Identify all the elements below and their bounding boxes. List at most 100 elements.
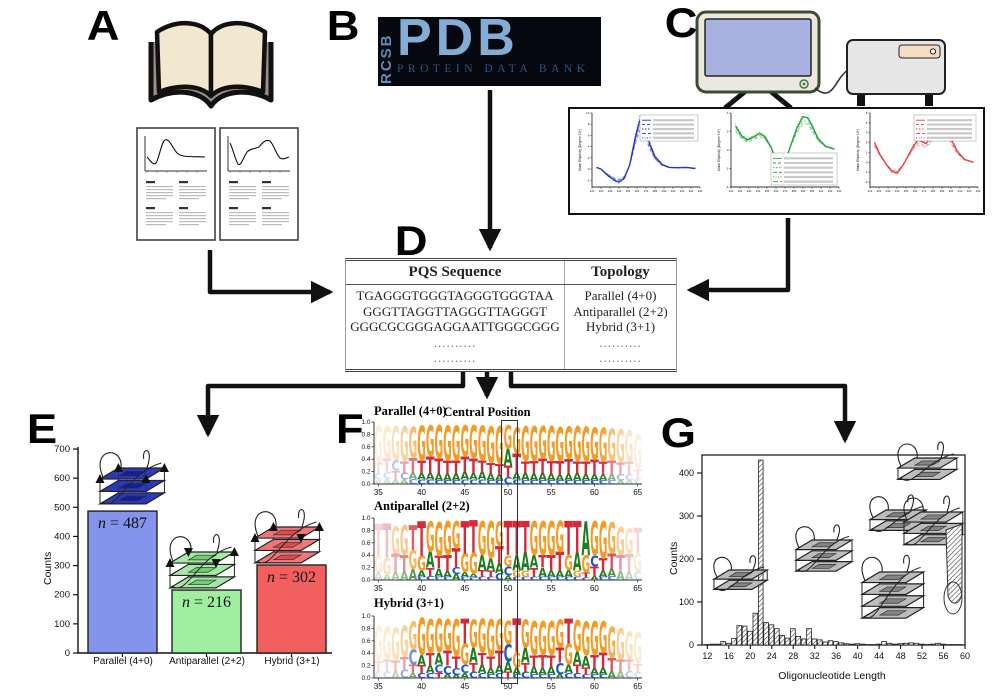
svg-text:C: C <box>426 575 435 581</box>
svg-text:A: A <box>556 673 566 679</box>
quadruplex-schematic <box>165 534 239 589</box>
svg-text:A: A <box>435 473 444 483</box>
svg-text:210: 210 <box>729 189 734 193</box>
svg-text:G: G <box>409 545 418 575</box>
svg-text:T: T <box>512 610 521 664</box>
svg-text:C: C <box>486 479 495 485</box>
svg-text:220: 220 <box>877 189 882 193</box>
oligo-length-histogram: 0 100 200 300 400 12 16 20 24 28 32 36 40 44 48 52 56 60 <box>679 441 970 661</box>
svg-text:0.0: 0.0 <box>361 577 370 584</box>
svg-text:G: G <box>521 570 530 580</box>
svg-text:A: A <box>469 472 478 482</box>
svg-text:400: 400 <box>679 468 694 478</box>
svg-text:1.0: 1.0 <box>361 419 370 426</box>
svg-text:0.2: 0.2 <box>361 469 370 476</box>
svg-text:T: T <box>633 466 642 481</box>
svg-text:330: 330 <box>837 189 842 193</box>
table-row-seq: TGAGGGTGGGTAGGGTGGGTAA <box>356 288 554 303</box>
svg-text:C: C <box>460 576 469 581</box>
svg-text:A: A <box>599 570 608 580</box>
svg-text:C: C <box>625 670 634 680</box>
table-row-seq: GGGTTAGGTTAGGGTTAGGGT <box>363 303 547 319</box>
svg-text:G: G <box>400 518 409 566</box>
svg-text:C: C <box>452 566 461 576</box>
svg-text:C: C <box>495 479 504 485</box>
quadruplex-schematic <box>250 509 324 564</box>
svg-text:600: 600 <box>54 473 70 484</box>
svg-text:1.0: 1.0 <box>361 515 370 522</box>
paper-thumbnail-1 <box>136 127 216 241</box>
svg-text:C: C <box>581 577 590 581</box>
panel-label-f: F <box>335 405 364 452</box>
svg-text:C: C <box>460 662 469 676</box>
svg-text:G: G <box>374 552 383 579</box>
svg-text:G: G <box>452 418 461 473</box>
svg-text:G: G <box>400 618 409 667</box>
svg-text:n = 302: n = 302 <box>267 569 316 586</box>
svg-text:16: 16 <box>724 651 734 661</box>
svg-text:A: A <box>443 571 452 579</box>
svg-text:C: C <box>478 478 487 485</box>
svg-text:A: A <box>521 471 530 483</box>
svg-text:T: T <box>469 512 478 564</box>
svg-text:G: G <box>512 570 521 580</box>
svg-text:G: G <box>426 610 435 664</box>
svg-text:T: T <box>521 459 530 478</box>
svg-text:270: 270 <box>783 189 788 193</box>
svg-text:A: A <box>495 474 504 482</box>
svg-text:T: T <box>573 662 582 676</box>
svg-text:G: G <box>556 514 565 563</box>
svg-text:A: A <box>556 474 565 482</box>
svg-text:A: A <box>400 478 409 485</box>
svg-text:A: A <box>530 665 539 677</box>
svg-text:G: G <box>547 512 556 566</box>
svg-text:A: A <box>469 644 478 668</box>
svg-text:G: G <box>409 614 418 659</box>
svg-text:0.0: 0.0 <box>361 675 370 682</box>
panel-label-c: C <box>664 0 698 46</box>
svg-text:T: T <box>400 655 409 674</box>
svg-text:G: G <box>391 619 400 671</box>
svg-text:290: 290 <box>662 189 667 193</box>
svg-text:T: T <box>383 455 392 477</box>
logo-title-parallel: Parallel (4+0) <box>374 404 447 418</box>
quadruplex-schematic <box>711 555 770 591</box>
svg-text:0.0: 0.0 <box>361 481 370 488</box>
svg-text:C: C <box>633 569 642 583</box>
svg-text:G: G <box>599 419 608 473</box>
svg-text:0.6: 0.6 <box>361 638 370 645</box>
svg-text:T: T <box>504 671 513 681</box>
svg-text:T: T <box>391 469 400 483</box>
svg-text:C: C <box>538 479 547 485</box>
svg-text:T: T <box>409 454 418 478</box>
svg-text:A: A <box>607 567 616 579</box>
svg-text:0.2: 0.2 <box>361 663 370 670</box>
svg-text:T: T <box>521 514 530 563</box>
svg-text:A: A <box>426 472 435 482</box>
svg-text:500: 500 <box>54 502 70 513</box>
svg-text:A: A <box>417 570 426 580</box>
svg-text:A: A <box>435 650 444 669</box>
svg-text:55: 55 <box>547 488 556 497</box>
e-category-antiparallel: Antiparallel (2+2) <box>169 656 245 667</box>
table-row-topology: Hybrid (3+1) <box>585 319 656 334</box>
svg-text:A: A <box>478 551 487 575</box>
svg-text:T: T <box>573 514 582 563</box>
svg-text:C: C <box>469 478 478 485</box>
svg-text:G: G <box>417 418 426 473</box>
svg-text:T: T <box>616 657 625 676</box>
svg-text:280: 280 <box>792 189 797 193</box>
svg-text:C: C <box>564 479 573 485</box>
cd-spectra-panel: -2 0 2 4 6 8 10 210 220 230 240 250 260 270 280 290 300 3… <box>568 107 985 215</box>
svg-text:A: A <box>452 473 461 483</box>
svg-text:A: A <box>590 473 599 483</box>
svg-text:270: 270 <box>922 189 927 193</box>
svg-text:240: 240 <box>895 189 900 193</box>
pqs-table: PQS Sequence Topology TGAGGGTGGGTAGGGTGG… <box>345 258 677 372</box>
svg-text:A: A <box>530 473 539 483</box>
svg-text:32: 32 <box>810 651 820 661</box>
svg-text:A: A <box>573 547 582 577</box>
svg-text:C: C <box>435 576 444 581</box>
svg-text:400: 400 <box>54 531 70 542</box>
svg-text:G: G <box>573 418 582 473</box>
